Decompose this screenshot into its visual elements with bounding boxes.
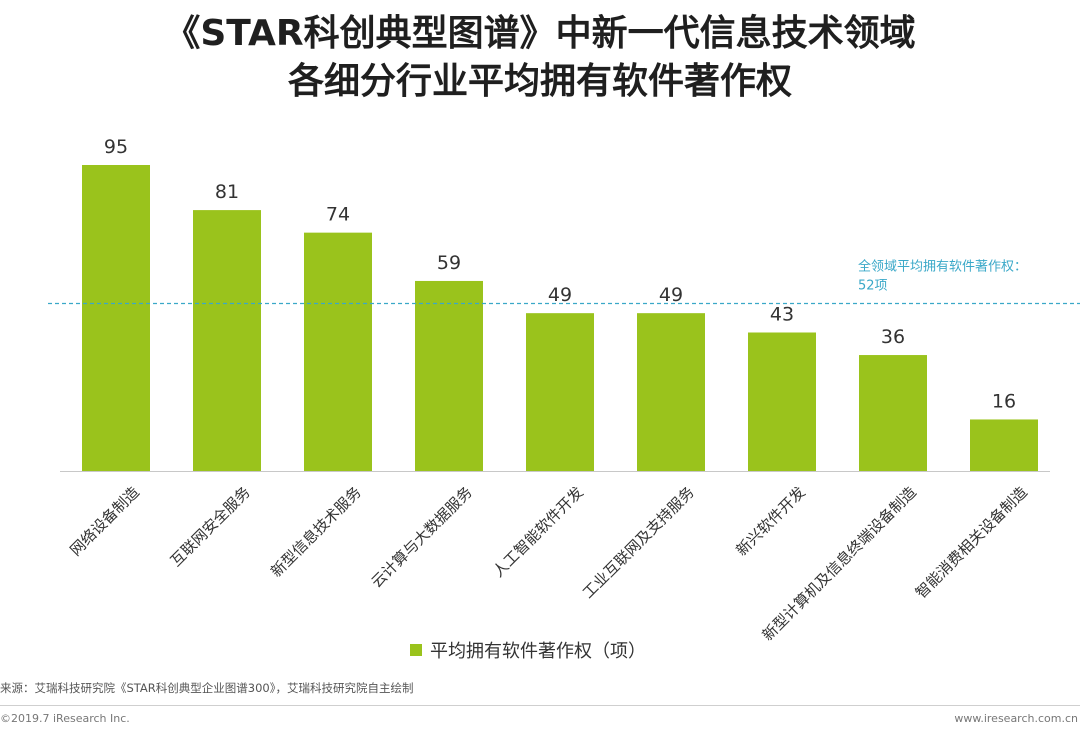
category-label-1: 网络设备制造 — [66, 483, 142, 559]
category-label-5: 人工智能软件开发 — [489, 483, 587, 581]
bar-2 — [193, 210, 261, 472]
bar-8 — [859, 355, 927, 471]
data-label-1: 95 — [104, 136, 128, 158]
average-label-line-1: 全领域平均拥有软件著作权： — [858, 259, 1027, 275]
legend-label: 平均拥有软件著作权（项） — [430, 641, 646, 662]
bar-9 — [970, 419, 1038, 471]
bar-6 — [637, 313, 705, 471]
data-label-6: 49 — [659, 284, 683, 306]
data-label-5: 49 — [548, 284, 572, 306]
legend: 平均拥有软件著作权（项） — [410, 638, 646, 662]
legend-swatch — [410, 644, 422, 656]
average-label-line-2: 52项 — [858, 279, 888, 294]
data-label-7: 43 — [770, 303, 794, 325]
website-link[interactable]: www.iresearch.com.cn — [954, 712, 1078, 725]
copyright: ©2019.7 iResearch Inc. — [0, 712, 130, 725]
chart-title: 《STAR科创典型图谱》中新一代信息技术领域 各细分行业平均拥有软件著作权 — [0, 10, 1080, 106]
bar-4 — [415, 280, 483, 471]
footer-divider — [0, 705, 1080, 706]
source-note: 来源：艾瑞科技研究院《STAR科创典型企业图谱300》，艾瑞科技研究院自主绘制 — [0, 681, 414, 695]
bar-3 — [304, 232, 372, 471]
bar-7 — [748, 332, 816, 471]
bar-5 — [526, 313, 594, 471]
data-label-4: 59 — [437, 252, 461, 274]
category-label-2: 互联网安全服务 — [167, 483, 254, 570]
data-label-9: 16 — [992, 390, 1016, 412]
category-label-3: 新型信息技术服务 — [267, 483, 365, 581]
data-label-2: 81 — [215, 181, 239, 203]
bar-1 — [82, 165, 150, 471]
chart-title-line-2: 各细分行业平均拥有软件著作权 — [287, 61, 792, 102]
category-label-7: 新兴软件开发 — [732, 483, 808, 559]
category-label-6: 工业互联网及支持服务 — [579, 483, 698, 602]
data-label-8: 36 — [881, 326, 905, 348]
data-label-3: 74 — [326, 204, 350, 226]
chart-title-line-1: 《STAR科创典型图谱》中新一代信息技术领域 — [164, 13, 916, 54]
category-label-4: 云计算与大数据服务 — [368, 483, 476, 591]
category-label-9: 智能消费相关设备制造 — [912, 483, 1031, 602]
